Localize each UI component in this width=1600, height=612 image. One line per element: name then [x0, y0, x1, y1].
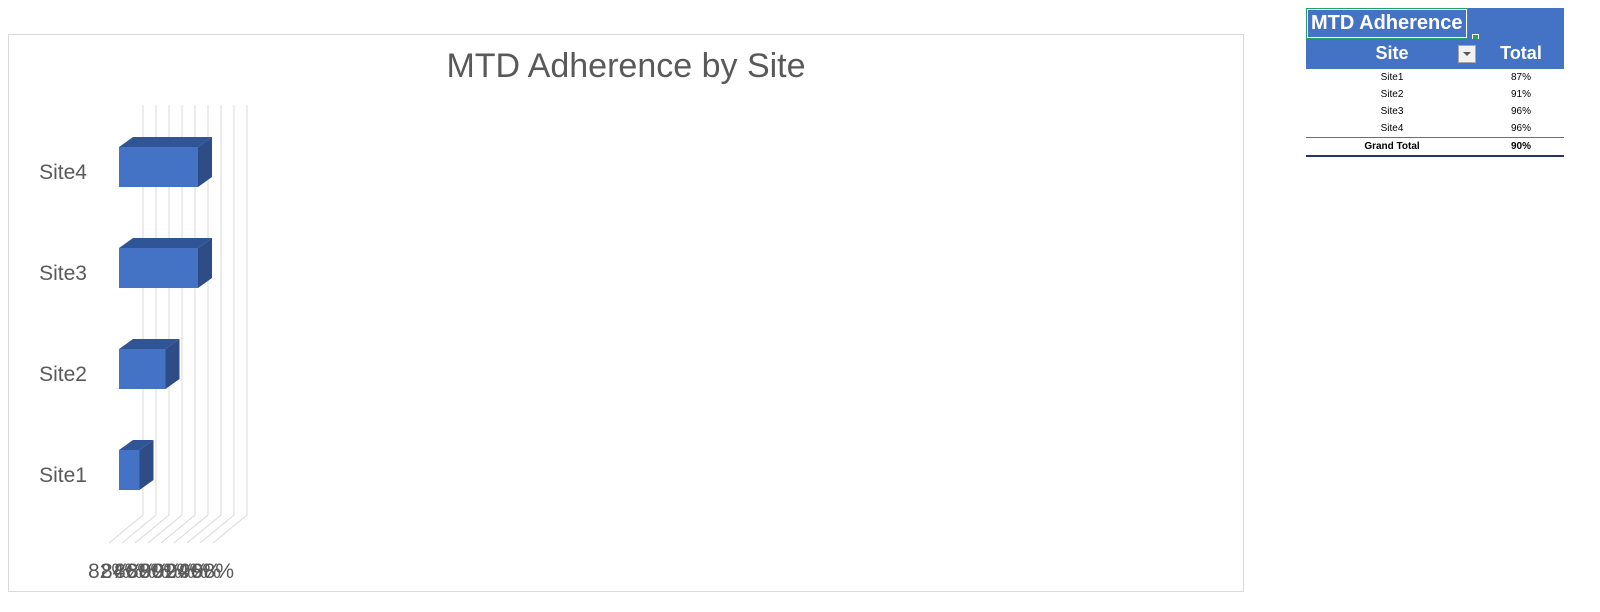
pivot-header-row: Site Total [1306, 39, 1564, 69]
y-category-label: Site1 [39, 464, 87, 487]
x-tick-label: 94% [166, 560, 208, 583]
bar-front-face [119, 248, 198, 288]
x-tick-label: 86% [114, 560, 156, 583]
bar-side-face [139, 440, 154, 490]
pivot-title-cell[interactable]: MTD Adherence [1306, 8, 1468, 39]
pivot-site-cell: Site3 [1380, 106, 1404, 117]
floor-gridline [147, 514, 183, 544]
floor-gridline [173, 514, 209, 544]
pivot-row-site4[interactable]: Site4 96% [1306, 120, 1564, 137]
x-tick-label: 84% [101, 560, 143, 583]
bar-site2 [119, 339, 180, 389]
x-tick-label: 92% [153, 560, 195, 583]
floor-gridline [199, 514, 235, 544]
pivot-rows: Site1 87% Site2 91% Site3 96% Site4 96% [1306, 69, 1564, 137]
pivot-total-cell: 96% [1510, 106, 1531, 117]
pivot-row-site2[interactable]: Site2 91% [1306, 86, 1564, 103]
floor-gridline [134, 514, 170, 544]
pivot-site-cell: Site1 [1380, 72, 1404, 83]
bar-front-face [119, 450, 140, 490]
pivot-grand-total-label: Grand Total [1364, 141, 1420, 152]
bar-site3 [119, 238, 212, 288]
pivot-total-cell: 87% [1510, 72, 1531, 83]
bar-side-face [198, 238, 212, 288]
pivot-title-row: MTD Adherence [1306, 8, 1564, 41]
pivot-row-site3[interactable]: Site3 96% [1306, 103, 1564, 120]
bar-top-face [119, 137, 212, 147]
floor-gridline [212, 514, 248, 544]
x-tick-label: 98% [192, 560, 234, 583]
bar-top-face [119, 440, 154, 450]
pivot-grand-total-value: 90% [1510, 141, 1531, 152]
y-category-label: Site3 [39, 262, 87, 285]
bar-top-face [119, 238, 212, 248]
x-tick-label: 88% [127, 560, 169, 583]
bar-top-face [119, 339, 180, 349]
floor-gridline [121, 514, 157, 544]
pivot-table[interactable]: MTD Adherence Site Total Site1 87% Site2 91… [1306, 8, 1564, 157]
floor-gridline [108, 514, 144, 544]
pivot-header-total[interactable]: Total [1500, 43, 1542, 63]
pivot-header-site[interactable]: Site [1375, 43, 1409, 63]
y-category-label: Site4 [39, 161, 87, 184]
pivot-site-cell: Site4 [1380, 123, 1404, 134]
pivot-site-cell: Site2 [1380, 89, 1404, 100]
bar-site4 [119, 137, 212, 187]
bar-site1 [119, 440, 154, 490]
bar-front-face [119, 147, 198, 187]
pivot-total-cell: 96% [1510, 123, 1531, 134]
bar-side-face [165, 339, 180, 389]
bar-chart: 82%84%86%88%90%92%94%96%98% Site1 Site2 Sit… [39, 105, 248, 583]
chart-area[interactable]: MTD Adherence by Site 82% 84% 86% 88% 90% 92%… [8, 34, 1244, 592]
x-tick-label: 82% [88, 560, 130, 583]
floor-gridline [160, 514, 196, 544]
chart-title: MTD Adherence by Site [446, 47, 806, 85]
pivot-row-site1[interactable]: Site1 87% [1306, 69, 1564, 86]
bar-front-face [119, 349, 166, 389]
pivot-total-cell: 91% [1510, 89, 1531, 100]
bar-side-face [198, 137, 212, 187]
x-tick-label: 96% [179, 560, 221, 583]
pivot-grand-total-row[interactable]: Grand Total 90% [1306, 137, 1564, 157]
floor-gridline [186, 514, 222, 544]
dropdown-arrow-icon[interactable] [1458, 45, 1476, 63]
x-tick-label: 90% [140, 560, 182, 583]
y-category-label: Site2 [39, 363, 87, 386]
